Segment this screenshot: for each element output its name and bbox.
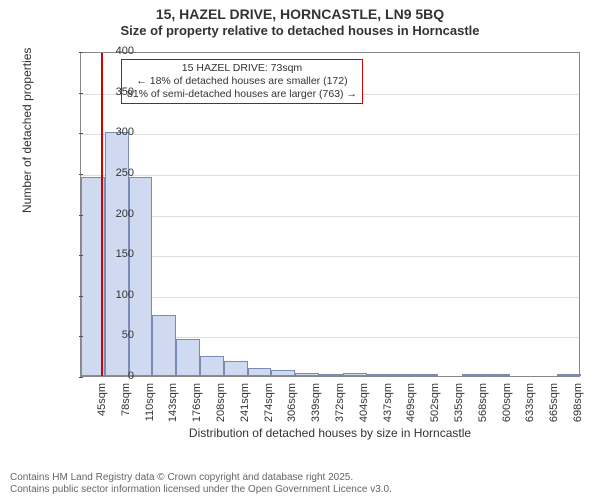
x-tick-label: 404sqm — [358, 383, 370, 453]
y-tick-mark — [79, 377, 83, 378]
x-tick-label: 469sqm — [405, 383, 417, 453]
histogram-bar — [152, 315, 176, 376]
y-tick-mark — [79, 174, 83, 175]
gridline — [81, 175, 579, 176]
x-tick-label: 698sqm — [572, 383, 584, 453]
y-tick-mark — [79, 255, 83, 256]
histogram-bar — [414, 374, 438, 376]
gridline — [81, 134, 579, 135]
histogram-bar — [557, 374, 581, 376]
x-tick-label: 600sqm — [501, 383, 513, 453]
annotation-line-1: 15 HAZEL DRIVE: 73sqm — [127, 62, 357, 75]
gridline — [81, 216, 579, 217]
histogram-bar — [391, 374, 415, 376]
annotation-line-2: ← 18% of detached houses are smaller (17… — [127, 75, 357, 88]
y-tick-mark — [79, 336, 83, 337]
chart-container: Number of detached properties 15 HAZEL D… — [28, 48, 588, 423]
x-tick-label: 45sqm — [96, 383, 108, 453]
histogram-bar — [176, 339, 200, 376]
histogram-bar — [224, 361, 248, 376]
y-tick-label: 50 — [84, 329, 134, 341]
x-tick-label: 665sqm — [548, 383, 560, 453]
y-tick-label: 200 — [84, 208, 134, 220]
y-tick-label: 150 — [84, 248, 134, 260]
page-subtitle: Size of property relative to detached ho… — [0, 23, 600, 38]
y-tick-label: 350 — [84, 86, 134, 98]
plot-area: 15 HAZEL DRIVE: 73sqm ← 18% of detached … — [80, 52, 580, 377]
footer-line-1: Contains HM Land Registry data © Crown c… — [10, 472, 392, 484]
footer-line-2: Contains public sector information licen… — [10, 484, 392, 496]
x-tick-label: 339sqm — [310, 383, 322, 453]
histogram-bar — [462, 374, 486, 376]
histogram-bar — [343, 373, 367, 376]
x-tick-label: 633sqm — [524, 383, 536, 453]
annotation-line-3: 81% of semi-detached houses are larger (… — [127, 88, 357, 101]
x-tick-label: 372sqm — [334, 383, 346, 453]
annotation-box: 15 HAZEL DRIVE: 73sqm ← 18% of detached … — [121, 59, 363, 104]
x-tick-label: 274sqm — [263, 383, 275, 453]
x-tick-label: 535sqm — [453, 383, 465, 453]
histogram-bar — [486, 374, 510, 376]
x-tick-label: 306sqm — [286, 383, 298, 453]
x-tick-label: 208sqm — [215, 383, 227, 453]
histogram-bar — [319, 374, 343, 376]
histogram-bar — [271, 370, 295, 377]
footer: Contains HM Land Registry data © Crown c… — [10, 472, 392, 496]
histogram-bar — [295, 373, 319, 376]
y-tick-mark — [79, 133, 83, 134]
x-tick-label: 143sqm — [167, 383, 179, 453]
x-tick-label: 241sqm — [239, 383, 251, 453]
x-tick-label: 502sqm — [429, 383, 441, 453]
y-tick-label: 0 — [84, 370, 134, 382]
gridline — [81, 297, 579, 298]
y-axis-label: Number of detached properties — [20, 48, 34, 213]
y-tick-label: 100 — [84, 289, 134, 301]
histogram-bar — [200, 356, 224, 376]
x-tick-label: 78sqm — [120, 383, 132, 453]
y-tick-mark — [79, 215, 83, 216]
gridline — [81, 256, 579, 257]
x-tick-label: 110sqm — [144, 383, 156, 453]
y-tick-mark — [79, 93, 83, 94]
x-tick-label: 568sqm — [477, 383, 489, 453]
histogram-bar — [248, 368, 272, 376]
x-tick-label: 437sqm — [382, 383, 394, 453]
y-tick-label: 250 — [84, 167, 134, 179]
y-tick-mark — [79, 296, 83, 297]
y-tick-mark — [79, 52, 83, 53]
histogram-bar — [367, 374, 391, 376]
page-title: 15, HAZEL DRIVE, HORNCASTLE, LN9 5BQ — [0, 6, 600, 22]
y-tick-label: 400 — [84, 45, 134, 57]
y-tick-label: 300 — [84, 126, 134, 138]
x-tick-label: 176sqm — [191, 383, 203, 453]
